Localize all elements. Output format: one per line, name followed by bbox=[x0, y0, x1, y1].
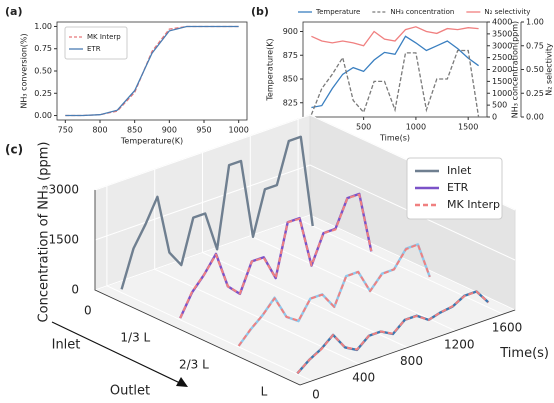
legend-label: MK Interp bbox=[447, 198, 500, 211]
y3-tick-label: 0.75 bbox=[526, 41, 544, 50]
y2-tick-label: 2000 bbox=[492, 65, 512, 74]
y-tick-label: 825 bbox=[283, 98, 298, 107]
z-tick-label: 0 bbox=[71, 283, 79, 297]
legend-label: NH₃ concentration bbox=[390, 8, 454, 16]
y3-tick-label: 1.00 bbox=[526, 18, 544, 27]
legend-box bbox=[64, 26, 128, 60]
arrow-head bbox=[176, 377, 188, 387]
x-tick-label: 1200 bbox=[444, 337, 475, 351]
axis-edge bbox=[299, 309, 516, 386]
y2-tick-label: 500 bbox=[492, 101, 507, 110]
x-tick-label: 900 bbox=[162, 126, 177, 135]
y2-tick-label: 1000 bbox=[492, 89, 512, 98]
y-tick-label: 0.00 bbox=[34, 111, 52, 120]
y-tick-label: 900 bbox=[283, 27, 298, 36]
y3-axis-title: N₂ selectivity bbox=[545, 43, 554, 96]
z-axis-title: Concentration of NH₃ (ppm) bbox=[37, 142, 52, 323]
series-line bbox=[311, 26, 479, 47]
y3-tick-label: 0.50 bbox=[526, 65, 544, 74]
x-tick-label: 800 bbox=[92, 126, 107, 135]
z-tick-label: 1500 bbox=[48, 233, 79, 247]
series-line bbox=[296, 290, 490, 375]
z-tick-label: 3000 bbox=[48, 183, 79, 197]
legend-label: MK Interp bbox=[87, 33, 121, 41]
legend-label: Inlet bbox=[447, 164, 472, 177]
y-tick-label: 0.50 bbox=[34, 67, 52, 76]
annotation: Outlet bbox=[110, 384, 150, 399]
x-axis-title: Time(s) bbox=[499, 346, 549, 361]
x-tick-label: 1000 bbox=[406, 123, 426, 132]
y3-tick-label: 0.00 bbox=[526, 113, 544, 122]
y-tick-label: 1.00 bbox=[34, 22, 52, 31]
y-tick-label: 850 bbox=[283, 75, 298, 84]
slice-label: 0 bbox=[84, 303, 92, 317]
y2-axis-title: NH₃ concentration(ppm) bbox=[511, 21, 520, 118]
legend-label: N₂ selectivity bbox=[484, 8, 530, 16]
y-tick-label: 0.25 bbox=[34, 89, 52, 98]
y2-tick-label: 0 bbox=[492, 113, 497, 122]
x-tick-label: 800 bbox=[400, 354, 423, 368]
x-tick-label: 850 bbox=[127, 126, 142, 135]
axis-edge bbox=[94, 190, 301, 386]
y2-tick-label: 3500 bbox=[492, 29, 512, 38]
y-axis-title: NH₃ conversion(%) bbox=[20, 33, 29, 108]
grid-line bbox=[106, 185, 313, 382]
legend-label: ETR bbox=[447, 181, 469, 194]
series-line bbox=[311, 35, 479, 109]
series-line bbox=[237, 243, 431, 347]
arrow bbox=[51, 321, 183, 385]
legend-label: Temperature bbox=[315, 8, 360, 16]
series-line bbox=[65, 25, 239, 117]
panel-label: (c) bbox=[5, 143, 23, 157]
grid-line bbox=[249, 135, 456, 332]
x-tick-label: 1600 bbox=[492, 321, 523, 335]
y2-tick-label: 2500 bbox=[492, 53, 512, 62]
slice-label: 1/3 L bbox=[120, 330, 150, 344]
x-axis-title: Time(s) bbox=[379, 134, 410, 143]
series-line bbox=[65, 25, 239, 117]
panel-label: (b) bbox=[251, 5, 269, 18]
x-tick-label: 1000 bbox=[228, 126, 248, 135]
annotation: Inlet bbox=[52, 338, 81, 353]
x-tick-label: 750 bbox=[58, 126, 73, 135]
x-tick-label: 500 bbox=[356, 123, 371, 132]
x-tick-label: 0 bbox=[312, 387, 320, 401]
y2-tick-label: 1500 bbox=[492, 77, 512, 86]
plot-frame bbox=[302, 21, 488, 118]
slice-label: 2/3 L bbox=[179, 358, 209, 372]
y2-tick-label: 4000 bbox=[492, 18, 512, 27]
grid-line bbox=[94, 214, 516, 311]
legend-label: ETR bbox=[87, 45, 101, 53]
x-tick-label: 950 bbox=[196, 126, 211, 135]
y2-tick-label: 3000 bbox=[492, 41, 512, 50]
slice-label: L bbox=[261, 385, 268, 399]
grid-line bbox=[202, 152, 408, 348]
series-line bbox=[120, 135, 314, 290]
x-axis-title: Temperature(K) bbox=[120, 137, 183, 146]
x-tick-label: 1500 bbox=[458, 123, 478, 132]
x-tick-label: 400 bbox=[352, 371, 375, 385]
legend-box bbox=[406, 157, 503, 220]
y-tick-label: 875 bbox=[283, 51, 298, 60]
y-tick-label: 0.75 bbox=[34, 44, 52, 53]
y-axis-title: Temperature(K) bbox=[266, 38, 275, 101]
series-line bbox=[179, 193, 373, 319]
panel-label: (a) bbox=[5, 5, 22, 18]
grid-line bbox=[94, 164, 516, 261]
y3-tick-label: 0.25 bbox=[526, 89, 544, 98]
series-line bbox=[310, 49, 480, 118]
